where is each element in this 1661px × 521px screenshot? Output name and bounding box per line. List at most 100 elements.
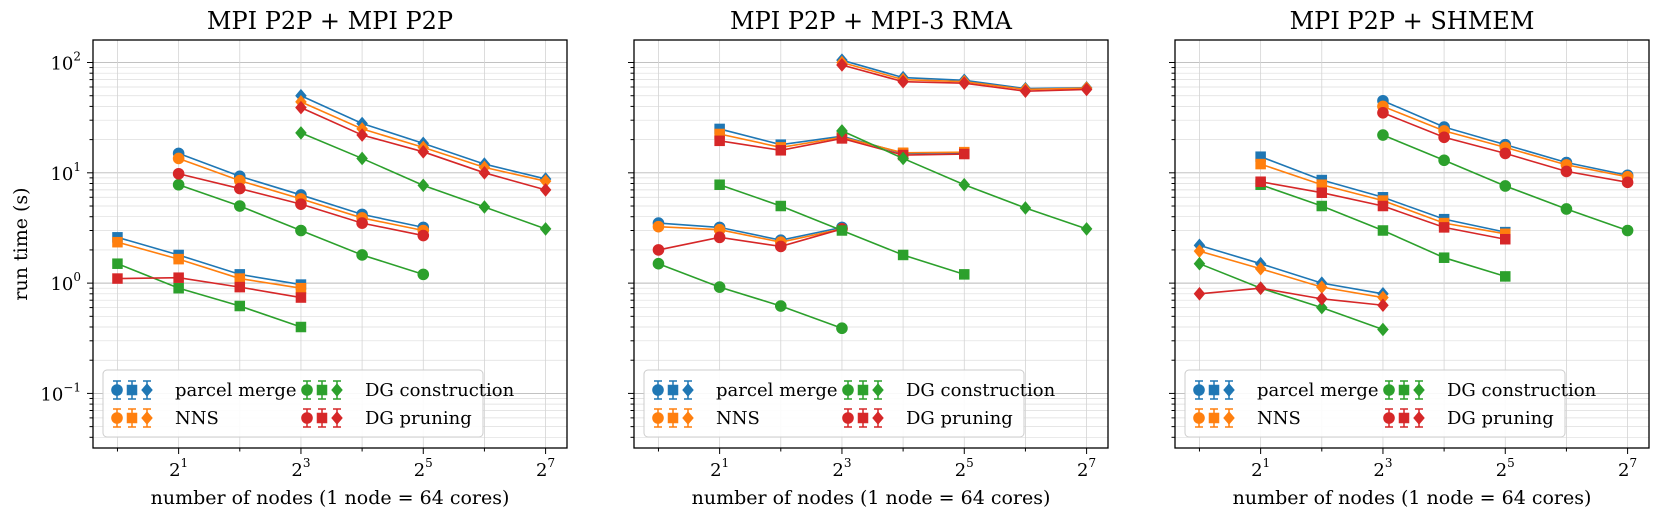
legend-square-handle xyxy=(1208,380,1220,400)
legend-circle-handle-marker xyxy=(842,412,854,424)
legend-diamond-handle-marker xyxy=(872,383,884,397)
series-line xyxy=(117,262,302,328)
data-point xyxy=(1499,147,1512,160)
legend-entry-dg-construction: DG construction xyxy=(842,380,1056,401)
x-tick-label-base: 2 xyxy=(1251,460,1262,481)
series-line xyxy=(658,228,843,251)
x-tick-label-base: 2 xyxy=(1496,460,1507,481)
data-point xyxy=(295,126,307,140)
legend-label: parcel merge xyxy=(1257,380,1379,401)
series-dg-pruning-square xyxy=(1255,176,1511,245)
legend-square-handle-marker xyxy=(1208,412,1220,424)
x-tick-label-exponent: 5 xyxy=(966,456,974,470)
legend-label: NNS xyxy=(1257,408,1301,429)
legend-square-handle xyxy=(126,408,138,428)
legend-diamond-handle xyxy=(331,380,343,400)
data-point xyxy=(295,100,307,115)
axes-frame xyxy=(1174,39,1650,449)
data-point xyxy=(1438,154,1450,167)
data-point xyxy=(775,145,787,156)
legend-circle-handle-marker xyxy=(652,412,664,424)
legend-circle-handle xyxy=(842,380,854,400)
legend-label: DG pruning xyxy=(906,408,1013,429)
legend-diamond-handle xyxy=(1223,380,1235,400)
legend-square-handle-marker xyxy=(1398,384,1410,396)
x-tick-label-exponent: 1 xyxy=(722,456,730,470)
x-tick-label: 23 xyxy=(832,456,851,481)
data-point xyxy=(1019,84,1032,98)
legend-diamond-handle-marker xyxy=(682,383,694,397)
legend-diamond-handle-marker xyxy=(331,411,343,425)
series-dg-pruning-diamond xyxy=(295,100,552,197)
series-dg-pruning-diamond xyxy=(1193,281,1389,313)
legend-box xyxy=(102,369,484,438)
series-dg-construction-diamond xyxy=(836,124,1093,236)
y-tick-label-base: 10 xyxy=(50,274,73,295)
legend-circle-handle-marker xyxy=(301,384,313,396)
data-point xyxy=(1438,222,1450,233)
x-tick-label: 21 xyxy=(710,456,729,481)
series-dg-construction-circle xyxy=(652,257,848,335)
data-point xyxy=(539,183,552,197)
legend-diamond-handle-marker xyxy=(682,411,694,425)
x-tick-label-base: 2 xyxy=(1618,460,1629,481)
x-tick-label: 25 xyxy=(1496,456,1515,481)
x-axis-label: number of nodes (1 node = 64 cores) xyxy=(151,487,510,509)
data-point xyxy=(836,322,848,335)
x-tick-label: 27 xyxy=(536,456,555,481)
data-point xyxy=(1316,300,1328,315)
data-point xyxy=(1080,82,1093,97)
data-point xyxy=(356,249,368,261)
x-tick-label-exponent: 3 xyxy=(303,456,311,470)
data-point xyxy=(539,222,552,236)
y-tick-label-exponent: 0 xyxy=(73,270,81,284)
series-dg-construction-diamond xyxy=(295,126,552,236)
y-tick-label: 101 xyxy=(50,160,81,185)
x-tick-label-base: 2 xyxy=(1373,460,1384,481)
legend-square-handle-marker xyxy=(316,384,328,396)
x-tick-label-exponent: 5 xyxy=(1507,456,1515,470)
x-tick-label-base: 2 xyxy=(710,460,721,481)
data-point xyxy=(1377,298,1389,313)
data-point xyxy=(713,281,726,293)
legend-diamond-handle xyxy=(682,380,694,400)
data-point xyxy=(836,124,848,138)
panel-title: MPI P2P + MPI P2P xyxy=(207,7,453,35)
legend-square-handle xyxy=(857,380,869,400)
legend-square-handle xyxy=(667,408,679,428)
x-tick-label: 21 xyxy=(1251,456,1270,481)
legend-square-handle xyxy=(667,380,679,400)
legend-square-handle xyxy=(316,380,328,400)
legend-square-handle xyxy=(316,408,328,428)
legend-diamond-handle-marker xyxy=(331,383,343,397)
legend-square-handle-marker xyxy=(667,412,679,424)
legend-entry-dg-construction: DG construction xyxy=(301,380,515,401)
legend-circle-handle-marker xyxy=(1193,384,1205,396)
series-dg-construction-circle xyxy=(1377,129,1634,237)
legend-diamond-handle xyxy=(872,380,884,400)
data-point xyxy=(1316,187,1328,198)
data-point xyxy=(652,244,665,256)
y-tick-label: 100 xyxy=(50,270,81,295)
y-tick-label: 10−1 xyxy=(40,380,81,405)
data-point xyxy=(417,178,430,193)
legend: parcel merge NNS DG construction DG pruning xyxy=(1184,369,1597,438)
data-point xyxy=(959,148,970,160)
data-point xyxy=(417,268,430,281)
legend-entry-parcel-merge: parcel merge xyxy=(652,380,838,401)
axes-frame xyxy=(92,39,568,449)
x-axis-label: number of nodes (1 node = 64 cores) xyxy=(692,487,1051,509)
legend-label: DG construction xyxy=(906,380,1056,401)
data-point xyxy=(958,177,971,192)
data-point xyxy=(233,200,246,212)
data-point xyxy=(1621,176,1634,189)
legend-circle-handle xyxy=(652,408,664,428)
legend-circle-handle-marker xyxy=(1383,384,1395,396)
legend-diamond-handle-marker xyxy=(1223,411,1235,425)
legend-label: parcel merge xyxy=(175,380,297,401)
data-point xyxy=(356,128,368,142)
data-point xyxy=(173,282,184,294)
x-tick-label-base: 2 xyxy=(414,460,425,481)
data-point xyxy=(1193,287,1206,301)
